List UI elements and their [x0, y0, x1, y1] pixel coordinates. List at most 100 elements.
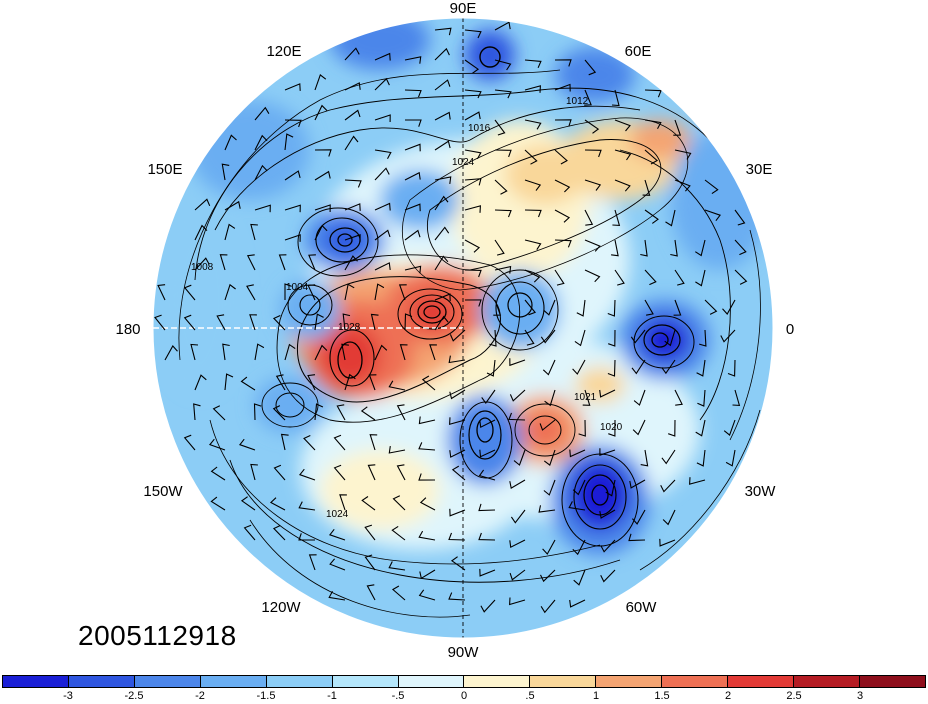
wind-barb — [367, 464, 376, 481]
wind-barb — [524, 149, 538, 165]
wind-barb — [720, 329, 736, 343]
lon-label-30w: 30W — [745, 483, 777, 500]
wind-barb — [344, 255, 358, 271]
lon-label-0: 0 — [786, 321, 794, 338]
longitude-labels: 90E 60E 30E 0 30W 60W 90W 120W 150W 180 … — [115, 0, 794, 661]
wind-barb — [661, 359, 676, 375]
wind-barb — [524, 209, 542, 218]
wind-barb — [399, 344, 408, 361]
wind-barb — [674, 149, 692, 160]
wind-barb — [605, 479, 616, 497]
wind-barb — [543, 479, 556, 496]
lon-label-150e: 150E — [147, 161, 182, 178]
wind-barb — [240, 496, 256, 511]
colorbar-swatch — [464, 676, 531, 687]
wind-barb — [418, 416, 436, 425]
wind-barb — [344, 373, 356, 391]
wind-barb — [194, 198, 211, 211]
wind-barb — [450, 556, 466, 571]
wind-barb — [275, 374, 286, 391]
wind-barb — [250, 463, 258, 481]
wind-barb — [328, 590, 346, 601]
wind-barb — [554, 149, 568, 165]
wind-barb — [374, 283, 385, 301]
colorbar-labels: -3 -2.5 -2 -1.5 -1 -.5 0 .5 1 1.5 2 2.5 3 — [0, 690, 928, 704]
wind-barb — [449, 508, 466, 517]
lon-label-150w: 150W — [143, 483, 183, 500]
wind-barb — [314, 73, 327, 91]
colorbar-swatch — [794, 676, 860, 687]
wind-barb — [478, 532, 496, 541]
wind-barb — [524, 85, 541, 93]
wind-barb — [284, 170, 301, 181]
wind-barb — [246, 284, 256, 301]
wind-barb — [479, 449, 496, 458]
wind-barb — [695, 419, 706, 437]
wind-barb — [674, 269, 685, 286]
wind-barb — [370, 313, 379, 331]
wind-barb — [448, 355, 466, 364]
contour-label-1012: 1012 — [566, 96, 589, 107]
wind-barb — [329, 558, 346, 571]
wind-barb — [404, 56, 422, 64]
wind-barb — [674, 389, 683, 406]
wind-barb — [478, 503, 496, 512]
contour-label-1004: 1004 — [286, 282, 309, 293]
wind-barb — [611, 239, 619, 257]
wind-barb — [584, 89, 592, 106]
wind-barb — [434, 47, 450, 61]
wind-barb — [434, 140, 451, 151]
wind-barb — [284, 119, 302, 128]
wind-barb — [478, 469, 496, 481]
wind-barb — [662, 509, 676, 526]
wind-barb — [569, 599, 586, 608]
contour-label-1016: 1016 — [468, 123, 491, 134]
wind-barb — [494, 149, 512, 158]
contour-label-1021: 1021 — [574, 392, 597, 403]
wind-barb — [722, 299, 736, 315]
wind-barb — [314, 104, 328, 121]
wind-barb — [640, 449, 649, 467]
wind-barb — [208, 438, 226, 451]
wind-barb — [464, 29, 482, 39]
wind-barb — [732, 389, 741, 406]
wind-barb — [572, 479, 586, 496]
wind-barb — [599, 389, 616, 398]
wind-barb — [696, 449, 706, 467]
wind-barb — [448, 532, 466, 541]
wind-barb — [194, 257, 210, 271]
wind-barb — [509, 358, 526, 367]
wind-barb — [366, 584, 376, 601]
wind-barb — [608, 329, 616, 347]
lon-label-120e: 120E — [266, 43, 301, 60]
wind-barb — [190, 343, 199, 361]
wind-barb — [222, 343, 230, 361]
wind-barb — [210, 466, 226, 481]
wind-barb — [404, 143, 421, 152]
wind-barb — [246, 254, 256, 271]
wind-barb — [600, 539, 616, 553]
wind-barb — [480, 599, 496, 613]
colorbar-swatch — [68, 676, 135, 687]
wind-barb — [670, 239, 678, 257]
colorbar-tick-label: 1 — [592, 690, 600, 702]
wind-barb — [584, 119, 600, 134]
wind-barb — [489, 329, 497, 347]
wind-barb — [524, 299, 537, 316]
colorbar-swatch — [398, 676, 465, 687]
wind-barb — [278, 254, 287, 271]
wind-barb — [448, 592, 466, 601]
wind-barb — [509, 597, 526, 606]
lon-label-30e: 30E — [746, 161, 773, 178]
wind-barb — [449, 417, 466, 426]
wind-barb — [342, 313, 351, 331]
wind-barb — [576, 299, 586, 317]
wind-barb — [668, 419, 676, 437]
wind-barb — [464, 149, 482, 160]
wind-barb — [554, 59, 572, 67]
wind-barb — [644, 149, 659, 165]
wind-barb — [612, 209, 621, 226]
wind-barb — [584, 149, 602, 158]
wind-barb — [661, 449, 676, 465]
